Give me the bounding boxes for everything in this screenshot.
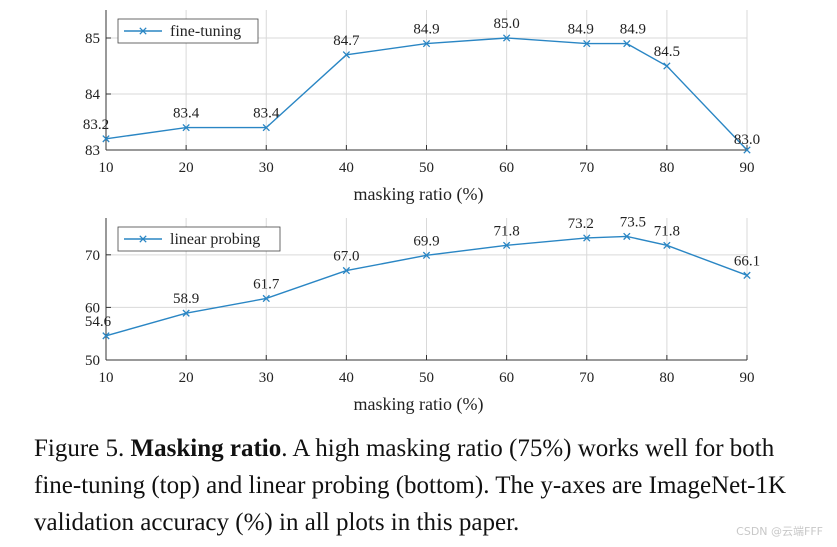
chart2-data-label: 67.0: [333, 249, 359, 265]
chart1-data-point: [422, 39, 431, 48]
chart2-data-label: 71.8: [654, 223, 680, 239]
chart1-x-tick-label: 30: [259, 160, 274, 176]
chart2-data-point: [583, 234, 591, 242]
caption-text: . A high masking ratio (75%) works well …: [34, 435, 787, 536]
figure-charts: 10 20 30 40 50 60 70 80 90 83 84 85 masking ratio (%…: [83, 10, 760, 415]
chart2-data-point: [102, 332, 110, 340]
chart1-data-label: 84.5: [654, 44, 680, 60]
chart2-data-point: [342, 266, 351, 275]
chart1-data-label: 83.2: [83, 117, 109, 133]
chart1-legend-marker: [139, 27, 147, 35]
chart2-data-point: [663, 241, 671, 250]
chart1-data-label: 83.4: [253, 106, 280, 122]
chart1-data-point: [102, 135, 110, 143]
caption-prefix: Figure 5.: [34, 435, 131, 462]
chart2-data-label: 69.9: [413, 233, 439, 249]
chart2-data-label: 66.1: [734, 253, 760, 269]
chart1-x-tick-label: 20: [179, 160, 194, 176]
chart1-data-point: [623, 39, 631, 48]
chart1-data-label: 84.9: [413, 22, 439, 38]
chart2-legend-label: linear probing: [170, 231, 260, 248]
caption-title: Masking ratio: [130, 435, 282, 462]
chart2-series-line: [105, 235, 748, 337]
chart1-series-line: [105, 37, 748, 151]
chart2-x-tick-label: 50: [419, 370, 434, 386]
chart1-legend-label: fine-tuning: [170, 23, 241, 40]
chart1-data-label: 83.0: [734, 132, 760, 148]
chart2-data-point: [623, 232, 631, 241]
chart2-y-tick-label: 50: [85, 353, 100, 369]
chart1-data-label: 84.9: [620, 22, 646, 38]
chart2-data-label: 71.8: [494, 223, 520, 239]
chart2-legend-marker: [139, 235, 147, 243]
chart1-x-axis-label: masking ratio (%): [354, 184, 484, 205]
chart1-x-tick-label: 40: [339, 160, 354, 176]
chart1-data-point: [663, 62, 671, 70]
chart2-x-axis-label: masking ratio (%): [354, 394, 484, 415]
chart1-data-label: 83.4: [173, 106, 200, 122]
chart1-y-tick-label: 84: [85, 87, 101, 103]
chart2-y-tick-label: 70: [85, 248, 100, 264]
chart2-data-label: 58.9: [173, 291, 199, 307]
chart1-data-point: [182, 123, 190, 132]
chart2-x-tick-label: 80: [659, 370, 674, 386]
chart1-data-label: 85.0: [494, 16, 520, 32]
chart1-x-tick-label: 10: [99, 160, 114, 176]
chart2-y-tick-label: 60: [85, 300, 100, 316]
chart2-data-label: 73.2: [568, 216, 594, 232]
chart2-data-point: [182, 309, 190, 317]
chart1-data-point: [743, 146, 751, 154]
chart2-x-tick-label: 90: [740, 370, 755, 386]
chart1-data-point: [502, 34, 511, 42]
watermark: CSDN @云端FFF: [736, 525, 823, 538]
chart2-data-point: [502, 241, 511, 250]
chart2-data-label: 61.7: [253, 276, 280, 292]
chart1-data-point: [583, 39, 591, 48]
chart1-y-tick-label: 83: [85, 143, 100, 159]
chart2-x-tick-label: 20: [179, 370, 194, 386]
chart1-data-point: [262, 123, 270, 132]
chart2-data-label: 54.6: [85, 314, 112, 330]
chart2-x-tick-label: 30: [259, 370, 274, 386]
chart1-x-tick-label: 80: [659, 160, 674, 176]
chart1-y-tick-label: 85: [85, 31, 100, 47]
chart1-x-tick-label: 50: [419, 160, 434, 176]
figure-caption: Figure 5. Masking ratio. A high masking …: [34, 430, 824, 541]
chart2-data-point: [743, 271, 751, 279]
chart1-x-tick-label: 60: [499, 160, 514, 176]
chart2-x-tick-label: 10: [99, 370, 114, 386]
chart2-data-point: [262, 294, 270, 303]
chart1-x-tick-label: 90: [740, 160, 755, 176]
chart2-x-tick-label: 70: [579, 370, 594, 386]
chart2-data-label: 73.5: [620, 214, 646, 230]
chart2-x-tick-label: 40: [339, 370, 354, 386]
chart1-data-label: 84.9: [568, 22, 594, 38]
chart1-data-point: [342, 51, 351, 59]
chart2-data-point: [422, 251, 431, 260]
chart1-x-tick-label: 70: [579, 160, 594, 176]
chart2-x-tick-label: 60: [499, 370, 514, 386]
chart1-data-label: 84.7: [333, 33, 360, 49]
